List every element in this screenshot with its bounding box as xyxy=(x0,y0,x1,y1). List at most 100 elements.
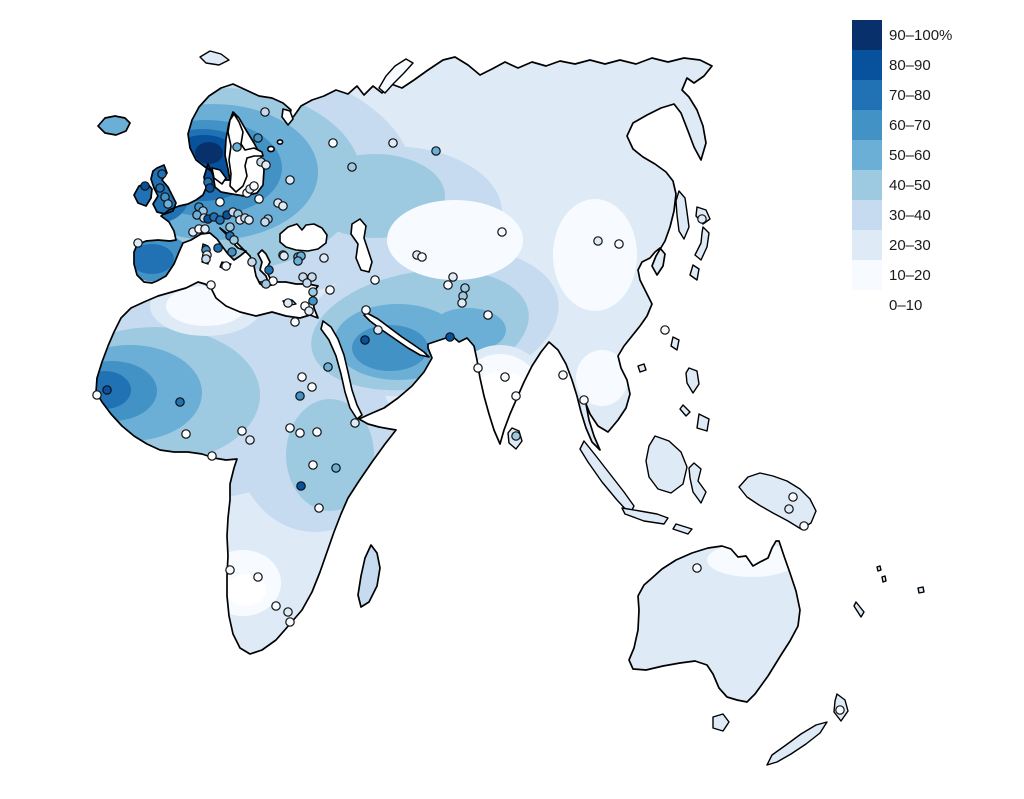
legend-swatch-20-30 xyxy=(852,230,882,260)
sample-point xyxy=(799,521,809,531)
sample-point xyxy=(457,298,467,308)
landmass-luzon xyxy=(685,367,700,394)
sample-point xyxy=(295,391,305,401)
legend-swatch-50-60 xyxy=(852,140,882,170)
legend-row: 50–60 xyxy=(852,140,952,170)
sample-point xyxy=(331,463,341,473)
landmass-new-guinea xyxy=(738,472,817,530)
sample-point xyxy=(271,601,281,611)
landmass-sumatra xyxy=(579,440,635,515)
landmass-svalbard xyxy=(199,50,230,66)
legend-swatch-80-90 xyxy=(852,50,882,80)
legend-swatch-30-40 xyxy=(852,200,882,230)
sample-point xyxy=(247,257,257,267)
legend-row: 70–80 xyxy=(852,80,952,110)
landmass-vanuatu-2 xyxy=(881,575,887,583)
sample-point xyxy=(296,481,306,491)
sample-points xyxy=(92,107,845,715)
landmass-kyushu xyxy=(689,264,700,281)
sample-point xyxy=(260,217,270,227)
sample-point xyxy=(213,243,223,253)
sample-point xyxy=(473,363,483,373)
landmass-nz-south xyxy=(766,721,828,766)
sample-point xyxy=(285,175,295,185)
sample-point xyxy=(307,382,317,392)
legend-label: 90–100% xyxy=(889,26,953,44)
sample-point xyxy=(308,287,318,297)
sample-point xyxy=(579,395,589,405)
sample-point xyxy=(232,142,242,152)
sample-point xyxy=(229,235,239,245)
sample-point xyxy=(285,423,295,433)
legend-label: 70–80 xyxy=(889,86,931,104)
sample-point xyxy=(237,426,247,436)
sample-point xyxy=(279,251,289,261)
legend-swatch-60-70 xyxy=(852,110,882,140)
landmass-sulawesi xyxy=(688,462,707,504)
landmass-hainan xyxy=(637,363,647,373)
sample-point xyxy=(307,272,317,282)
landmass-honshu xyxy=(694,226,710,261)
landmass-palawan xyxy=(679,404,691,417)
legend-row: 30–40 xyxy=(852,200,952,230)
sample-point xyxy=(443,280,453,290)
landmass-mindanao xyxy=(696,413,710,432)
sample-point xyxy=(511,431,521,441)
landmass-tasmania xyxy=(712,713,730,732)
sample-point xyxy=(593,236,603,246)
sample-point xyxy=(304,306,314,316)
landmass-novaya-zemlya xyxy=(378,58,414,94)
sample-point xyxy=(206,280,216,290)
legend-row: 90–100% xyxy=(852,20,952,50)
sample-point xyxy=(835,705,845,715)
sample-point xyxy=(692,563,702,573)
sample-point xyxy=(245,435,255,445)
sample-point xyxy=(261,279,271,289)
sample-point xyxy=(261,160,271,170)
sample-point xyxy=(347,162,357,172)
sample-point xyxy=(92,390,102,400)
legend-swatch-10-20 xyxy=(852,260,882,290)
sample-point xyxy=(788,492,798,502)
sea-black-sea xyxy=(279,223,328,252)
sample-point xyxy=(225,222,235,232)
sample-point xyxy=(201,254,211,264)
sample-point xyxy=(200,224,210,234)
legend-label: 80–90 xyxy=(889,56,931,74)
sea-baltic xyxy=(227,113,264,193)
landmass-borneo xyxy=(645,435,688,494)
legend-row: 80–90 xyxy=(852,50,952,80)
sample-point xyxy=(253,572,263,582)
landmass-sakhalin xyxy=(675,190,690,240)
sample-point xyxy=(249,181,259,191)
lake-ladoga xyxy=(266,145,275,153)
sample-point xyxy=(225,565,235,575)
sample-point xyxy=(175,397,185,407)
sample-point xyxy=(660,325,670,335)
legend-row: 10–20 xyxy=(852,260,952,290)
legend-row: 20–30 xyxy=(852,230,952,260)
sea-kattegat xyxy=(211,167,227,185)
sample-point xyxy=(293,256,303,266)
sample-point xyxy=(497,227,507,237)
sample-point xyxy=(697,214,707,224)
sample-point xyxy=(283,607,293,617)
sample-point xyxy=(140,181,150,191)
sample-point xyxy=(328,138,338,148)
sample-point xyxy=(285,617,295,627)
sample-point xyxy=(460,283,470,293)
legend-label: 10–20 xyxy=(889,266,931,284)
sample-point xyxy=(260,107,270,117)
legend-label: 60–70 xyxy=(889,116,931,134)
sample-point xyxy=(500,372,510,382)
landmass-java xyxy=(621,507,669,525)
small-islands xyxy=(199,50,925,766)
sample-point xyxy=(253,133,263,143)
legend-label: 20–30 xyxy=(889,236,931,254)
sample-point xyxy=(483,310,493,320)
sample-point xyxy=(370,275,380,285)
sample-point xyxy=(157,169,167,179)
sample-point xyxy=(205,183,215,193)
